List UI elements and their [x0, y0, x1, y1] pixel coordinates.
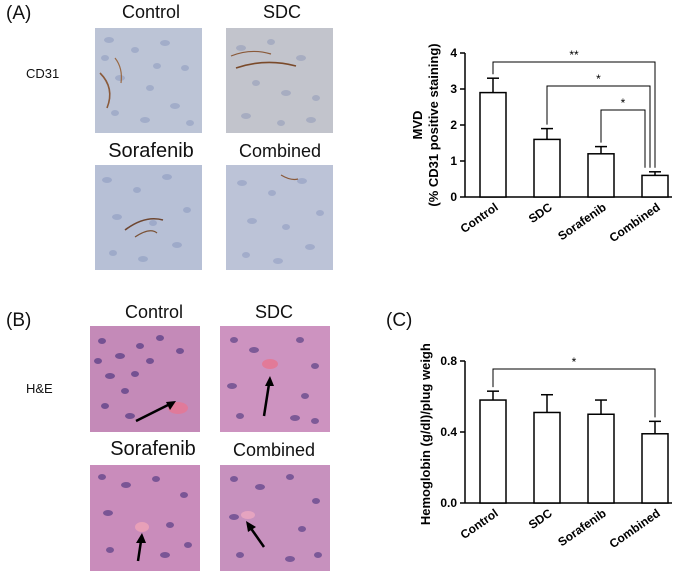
b-image-control: [90, 326, 200, 432]
chart-c-sig-label: *: [572, 355, 577, 369]
a-image-combined: [226, 165, 333, 270]
a-image-control: [95, 28, 202, 133]
chart-a-y-tick-label: 3: [450, 82, 457, 96]
chart-a-bar-sdc: [533, 138, 561, 198]
b-label-sorafenib: Sorafenib: [110, 438, 196, 460]
chart-a-sig-bracket: [546, 85, 651, 168]
b-image-sorafenib: [90, 465, 200, 571]
chart-c-y-tick-label: 0.4: [440, 425, 457, 439]
b-label-control: Control: [124, 302, 184, 322]
chart-a-y-tick-label: 4: [450, 46, 457, 60]
chart-c-bar-combined: [641, 433, 669, 504]
chart-a-sig-label: **: [569, 48, 579, 62]
panel-a-letter: (A): [6, 3, 32, 24]
chart-a-x-label: Combined: [607, 200, 663, 245]
chart-c-x-label: Control: [458, 506, 501, 542]
a-image-sdc: [226, 28, 333, 133]
chart-a-bar-sorafenib: [587, 153, 615, 198]
chart-a-x-label: Control: [458, 200, 501, 236]
chart-a-bar-combined: [641, 174, 669, 198]
chart-c-ylabel: Hemoglobin (g/dl)/plug weight: [418, 344, 433, 525]
chart-c-x-label: SDC: [526, 506, 555, 532]
b-stain-label: H&E: [26, 381, 53, 396]
a-label-control: Control: [121, 2, 181, 22]
chart-a-sig-label: *: [621, 96, 626, 110]
chart-c-y-tick-label: 0.0: [440, 496, 457, 510]
chart-c-y-tick-label: 0.8: [440, 354, 457, 368]
a-image-sorafenib: [95, 165, 202, 270]
b-label-combined: Combined: [232, 440, 316, 460]
b-label-sdc: SDC: [254, 302, 293, 322]
chart-c-sig-bracket: [492, 368, 656, 418]
chart-a-ylabel: MVD: [410, 111, 425, 140]
chart-a-x-label: Sorafenib: [555, 200, 608, 243]
chart-a-bar-control: [479, 91, 507, 198]
chart-a-y-tick-label: 0: [450, 190, 457, 204]
a-label-combined: Combined: [238, 141, 322, 161]
b-image-sdc: [220, 326, 330, 432]
chart-a-ylabel-2: (% CD31 positive staining): [426, 43, 441, 206]
panel-c-letter: (C): [386, 310, 413, 331]
b-image-combined: [220, 465, 330, 571]
a-stain-label: CD31: [26, 66, 60, 81]
chart-a-y-tick-label: 2: [450, 118, 457, 132]
chart-a-y-tick-label: 1: [450, 154, 457, 168]
chart-c-svg: 0.0 0.4 0.8 Hemoglobin (g/dl)/plug weight Co…: [418, 344, 672, 551]
a-label-sorafenib: Sorafenib: [108, 140, 194, 162]
chart-a-x-label: SDC: [526, 200, 555, 226]
chart-a-sig-bracket: [600, 109, 646, 168]
a-label-sdc: SDC: [262, 2, 301, 22]
chart-a-svg: 0 1 2 3 4 MVD (% CD31 positive staining) Contro…: [410, 43, 672, 245]
chart-c-x-label: Combined: [607, 506, 663, 551]
chart-c-bar-control: [479, 399, 507, 504]
chart-c-bar-sdc: [533, 411, 561, 504]
chart-c-bar-sorafenib: [587, 413, 615, 504]
panel-b-letter: (B): [6, 310, 32, 331]
chart-a-sig-bracket: [492, 61, 656, 168]
chart-a-sig-label: *: [596, 72, 601, 86]
chart-c-x-label: Sorafenib: [555, 506, 608, 549]
